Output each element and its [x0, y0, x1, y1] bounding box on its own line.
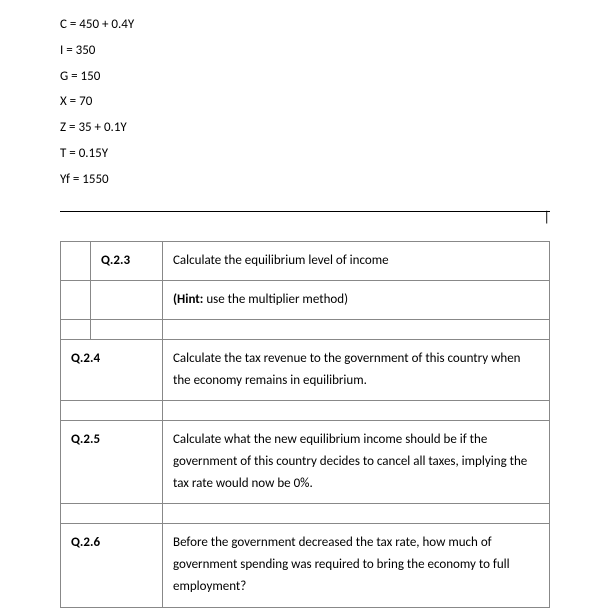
hint-text: use the multiplier method)	[203, 292, 348, 307]
question-text: Calculate the tax revenue to the governm…	[163, 339, 550, 400]
table-row: Q.2.4 Calculate the tax revenue to the g…	[61, 339, 550, 400]
table-row: (Hint: use the multiplier method)	[61, 280, 550, 319]
indent-cell	[61, 319, 91, 339]
empty-cell	[91, 319, 163, 339]
question-text: Before the government decreased the tax …	[163, 524, 550, 607]
empty-cell	[91, 280, 163, 319]
indent-cell	[61, 280, 91, 319]
equations-block: C = 450 + 0.4Y I = 350 G = 150 X = 70 Z …	[60, 15, 550, 191]
equation-line: T = 0.15Y	[60, 144, 550, 165]
text-cursor-icon: |	[544, 206, 550, 228]
equation-line: G = 150	[60, 67, 550, 88]
table-row	[61, 504, 550, 524]
table-row	[61, 400, 550, 420]
empty-cell	[163, 504, 550, 524]
equation-line: X = 70	[60, 92, 550, 113]
table-row: Q.2.3 Calculate the equilibrium level of…	[61, 241, 550, 280]
equation-line: C = 450 + 0.4Y	[60, 15, 550, 36]
question-number: Q.2.3	[91, 241, 163, 280]
empty-cell	[163, 319, 550, 339]
question-number: Q.2.6	[61, 524, 163, 607]
indent-cell	[61, 241, 91, 280]
question-number: Q.2.4	[61, 339, 163, 400]
divider-area: |	[60, 211, 550, 229]
question-number: Q.2.5	[61, 420, 163, 503]
equation-line: Yf = 1550	[60, 170, 550, 191]
table-row: Q.2.5 Calculate what the new equilibrium…	[61, 420, 550, 503]
question-text: Calculate what the new equilibrium incom…	[163, 420, 550, 503]
empty-cell	[61, 400, 163, 420]
table-row: Q.2.6 Before the government decreased th…	[61, 524, 550, 607]
empty-cell	[61, 504, 163, 524]
table-row	[61, 319, 550, 339]
horizontal-rule	[60, 211, 550, 212]
question-text: Calculate the equilibrium level of incom…	[163, 241, 550, 280]
equation-line: Z = 35 + 0.1Y	[60, 118, 550, 139]
question-table: Q.2.3 Calculate the equilibrium level of…	[60, 241, 550, 608]
equation-line: I = 350	[60, 41, 550, 62]
hint-cell: (Hint: use the multiplier method)	[163, 280, 550, 319]
empty-cell	[163, 400, 550, 420]
hint-label: (Hint:	[173, 292, 203, 307]
